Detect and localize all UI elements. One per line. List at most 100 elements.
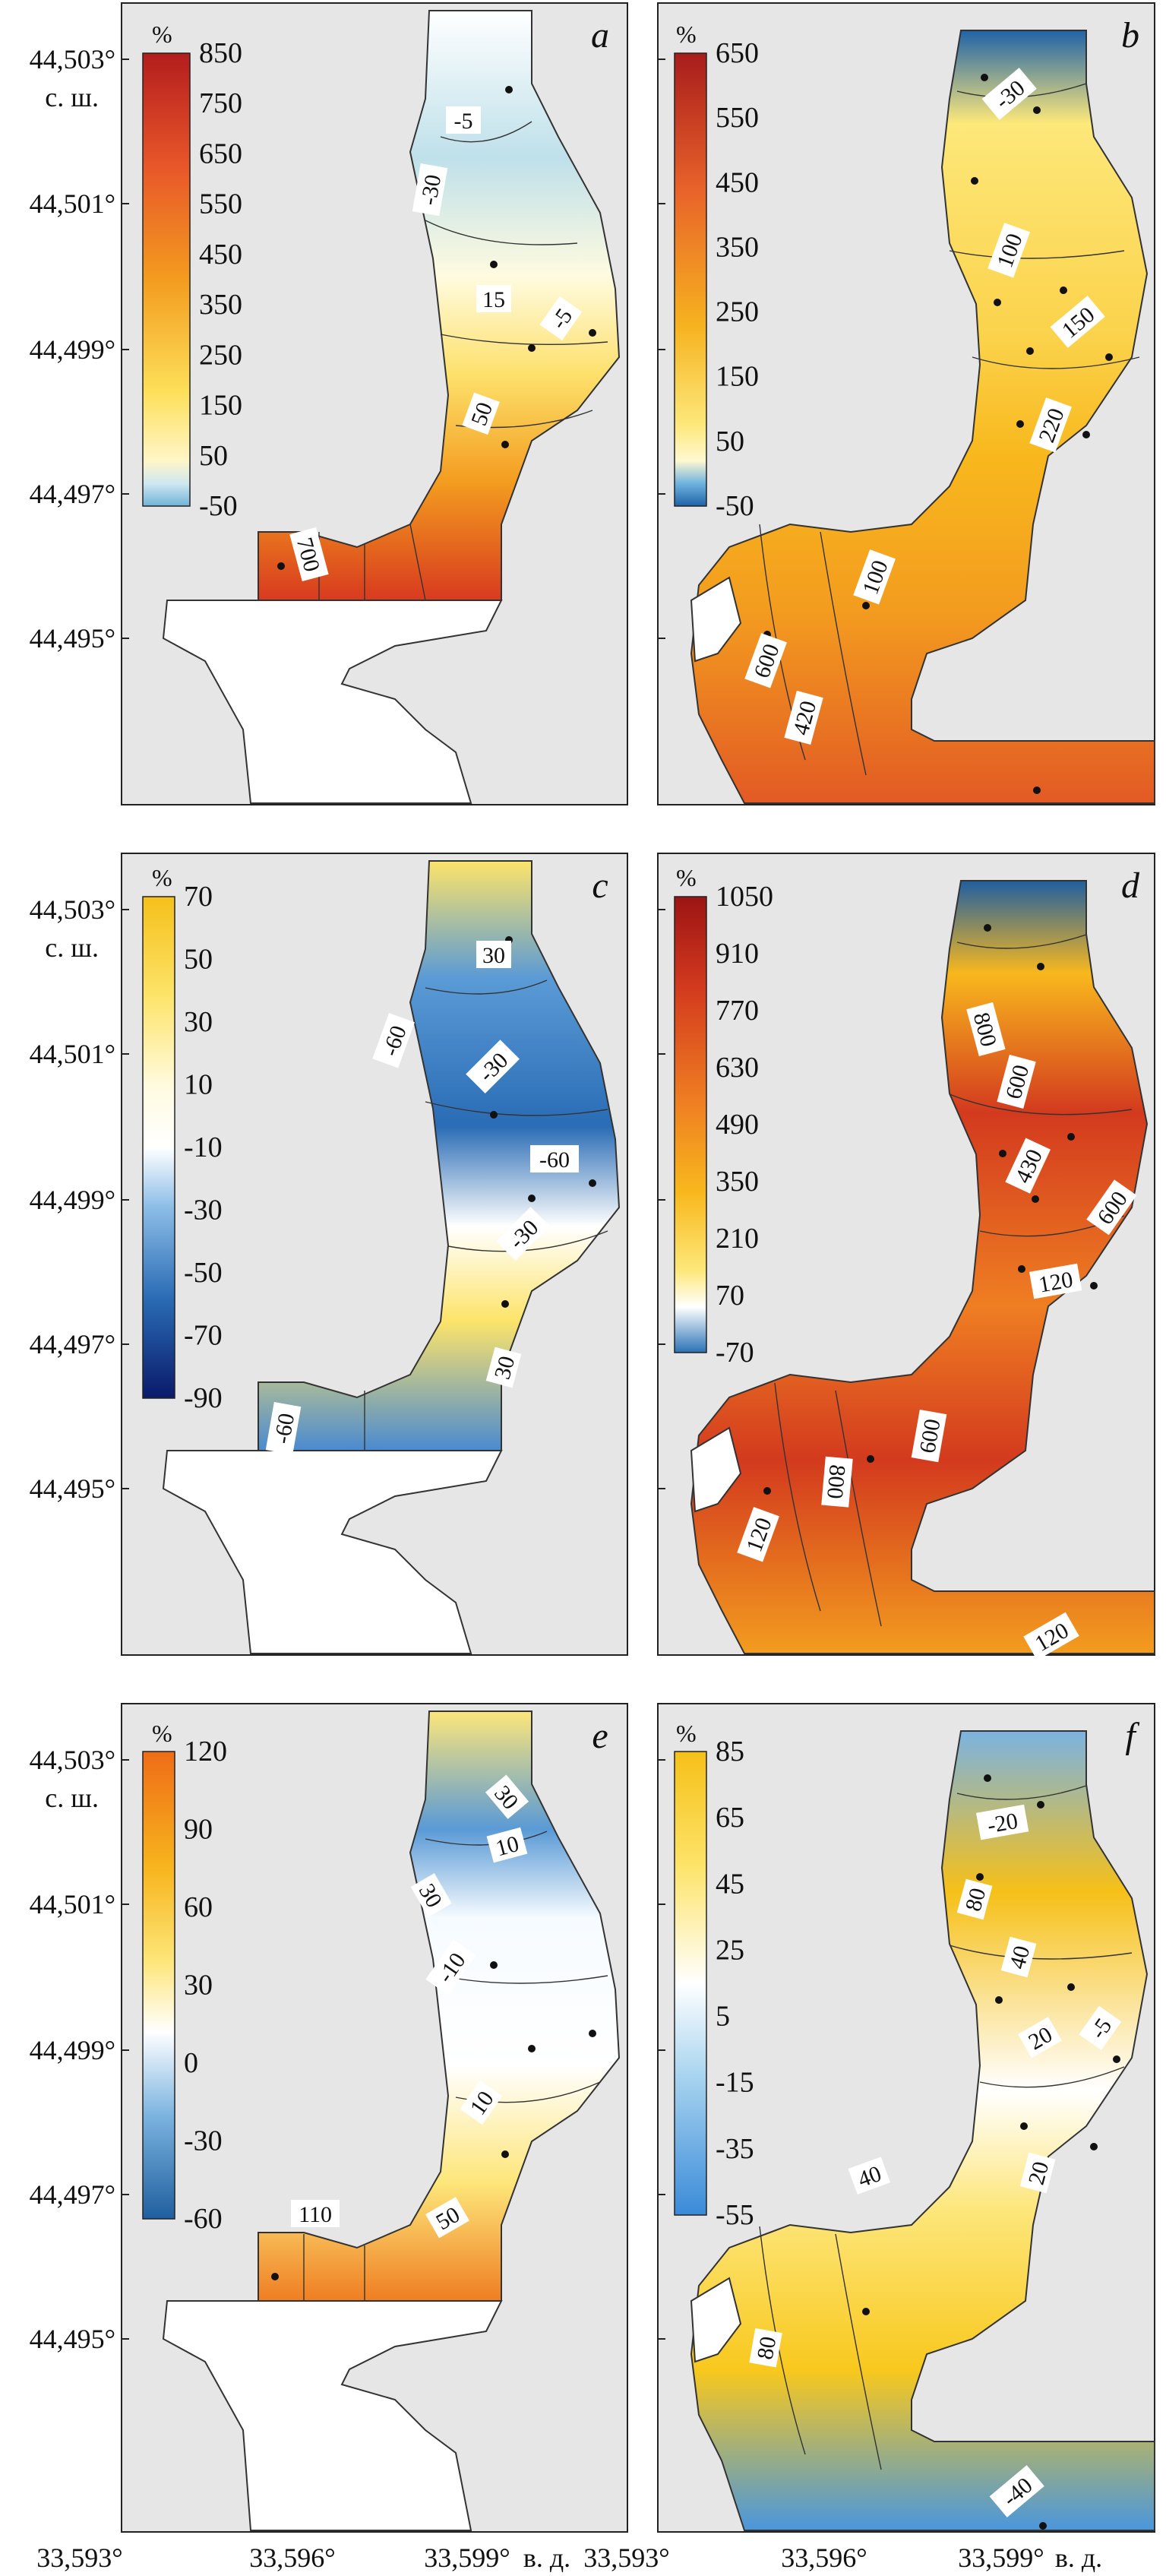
panel-letter-e: e	[592, 1716, 608, 1756]
map-field-c	[162, 860, 621, 1654]
contour-label-d-8-bg	[1023, 1612, 1079, 1660]
contour-label-a-0: -5	[446, 106, 481, 134]
scale-d-6: 210	[716, 1223, 759, 1255]
y-tick-row1-4: 44,495°	[30, 623, 115, 653]
contour-label-b-1-bg	[987, 223, 1030, 278]
x-unit-right: в. д.	[1055, 2543, 1102, 2573]
scale-e-4: 0	[184, 2047, 198, 2079]
text-layer: 44,503° 44,501° 44,499° 44,497° 44,495° 44,50…	[30, 15, 1140, 2573]
scale-f-2: 45	[716, 1868, 744, 1900]
contour-label-e-5: 110	[291, 2200, 340, 2227]
contour-label-d-0-bg	[966, 1002, 1006, 1057]
y-tick-row3-1: 44,501°	[30, 1889, 115, 1919]
contour-label-e-1-bg	[410, 1873, 452, 1917]
contour-label-e-0-bg	[485, 1774, 529, 1819]
y-unit-row2: с. ш.	[45, 932, 99, 963]
contour-label-d-4-bg	[1029, 1263, 1082, 1299]
y-tick-row3-0: 44,503°	[30, 1745, 115, 1775]
map-field-b	[690, 30, 1155, 804]
contour-label-a-2-text: 15	[482, 287, 505, 312]
contour-label-d-4: 120	[1029, 1263, 1082, 1299]
scale-a-1: 750	[199, 87, 242, 119]
contour-label-c-0-bg	[476, 941, 511, 968]
y-tick-row1-1: 44,501°	[30, 188, 115, 219]
contour-label-f-3-bg	[1079, 2005, 1122, 2051]
contour-label-c-1-bg	[372, 1013, 415, 1068]
scale-d-3: 630	[716, 1052, 759, 1084]
contour-label-c-0-text: 30	[482, 943, 505, 968]
contour-label-a-2: 15	[476, 285, 511, 312]
x-tick-left-1: 33,596°	[249, 2543, 335, 2573]
contour-label-e-5-text: 110	[299, 2202, 332, 2227]
scale-d-1: 910	[716, 938, 759, 970]
contour-label-a-4-bg	[462, 392, 500, 435]
scale-d-4: 490	[716, 1109, 759, 1141]
y-tick-row2-2: 44,499°	[30, 1185, 115, 1215]
scale-f-7: -55	[716, 2199, 754, 2231]
scale-c-4: -10	[184, 1131, 223, 1163]
contour-label-c-6-text: -60	[270, 1411, 299, 1445]
scale-c-2: 30	[184, 1006, 213, 1038]
scale-c-7: -70	[184, 1320, 223, 1352]
unit-label-a: %	[152, 21, 172, 48]
contour-label-f-1: 80	[956, 1878, 993, 1920]
scale-b-1: 550	[716, 102, 759, 134]
unit-label-b: %	[676, 21, 697, 48]
contour-label-a-5: 700	[289, 527, 329, 582]
scale-c-0: 70	[184, 881, 213, 913]
scale-f-5: -15	[716, 2067, 754, 2099]
colorbar-a	[142, 52, 191, 507]
contour-label-f-7-bg	[749, 2328, 782, 2368]
map-field-f	[690, 1730, 1155, 2531]
panel-letter-c: c	[592, 866, 608, 906]
y-tick-row1-2: 44,499°	[30, 334, 115, 365]
contour-label-c-6-bg	[265, 1402, 302, 1455]
contour-label-b-6-bg	[784, 690, 823, 745]
scale-d-0: 1050	[716, 881, 773, 913]
contour-label-a-1: -30	[412, 163, 448, 217]
scale-c-5: -30	[184, 1195, 223, 1226]
contour-label-a-0-bg	[446, 106, 481, 134]
y-tick-row2-1: 44,501°	[30, 1039, 115, 1069]
scale-b-3: 350	[716, 231, 759, 263]
contour-label-c-2-bg	[466, 1040, 520, 1093]
colorbar-b	[674, 52, 707, 507]
contour-label-c-5-bg	[485, 1347, 522, 1388]
scale-f-6: -35	[716, 2133, 754, 2165]
scale-e-3: 30	[184, 1970, 213, 2002]
scale-e-2: 60	[184, 1891, 213, 1923]
contour-label-a-2-bg	[476, 285, 511, 312]
x-tick-right-2: 33,599°	[958, 2543, 1044, 2573]
y-tick-row2-4: 44,495°	[30, 1473, 115, 1504]
colorbar-f	[674, 1751, 707, 2216]
contour-label-f-0-text: -20	[985, 1809, 1019, 1838]
contour-label-f-8-bg	[989, 2465, 1044, 2517]
colorbar-e	[142, 1751, 175, 2220]
map-field-a	[162, 10, 621, 804]
scale-b-2: 450	[716, 166, 759, 198]
x-tick-left-0: 33,593°	[36, 2543, 122, 2573]
scale-d-7: 70	[716, 1280, 744, 1312]
map-field-e	[162, 1710, 621, 2531]
scale-e-5: -30	[184, 2125, 223, 2157]
contour-label-b-6: 420	[784, 690, 823, 745]
x-unit-left: в. д.	[523, 2543, 570, 2573]
contour-label-b-0-bg	[981, 68, 1037, 120]
unit-label-f: %	[676, 1720, 697, 1747]
scale-f-1: 65	[716, 1802, 744, 1834]
unit-label-d: %	[676, 864, 697, 891]
contour-label-e-2-bg	[486, 1827, 528, 1863]
contour-label-c-5: 30	[485, 1347, 522, 1388]
scale-a-8: 50	[199, 440, 228, 472]
scale-c-6: -50	[184, 1257, 223, 1289]
scale-a-7: 150	[199, 390, 242, 422]
contour-label-a-1-bg	[412, 163, 448, 217]
scale-d-5: 350	[716, 1166, 759, 1198]
scale-d-8: -70	[716, 1337, 754, 1369]
contour-label-a-1-text: -30	[416, 172, 446, 207]
y-tick-row3-2: 44,499°	[30, 2035, 115, 2065]
scale-b-7: -50	[716, 490, 754, 522]
contour-label-d-3-bg	[1086, 1179, 1137, 1236]
contour-label-b-1: 100	[987, 223, 1030, 278]
